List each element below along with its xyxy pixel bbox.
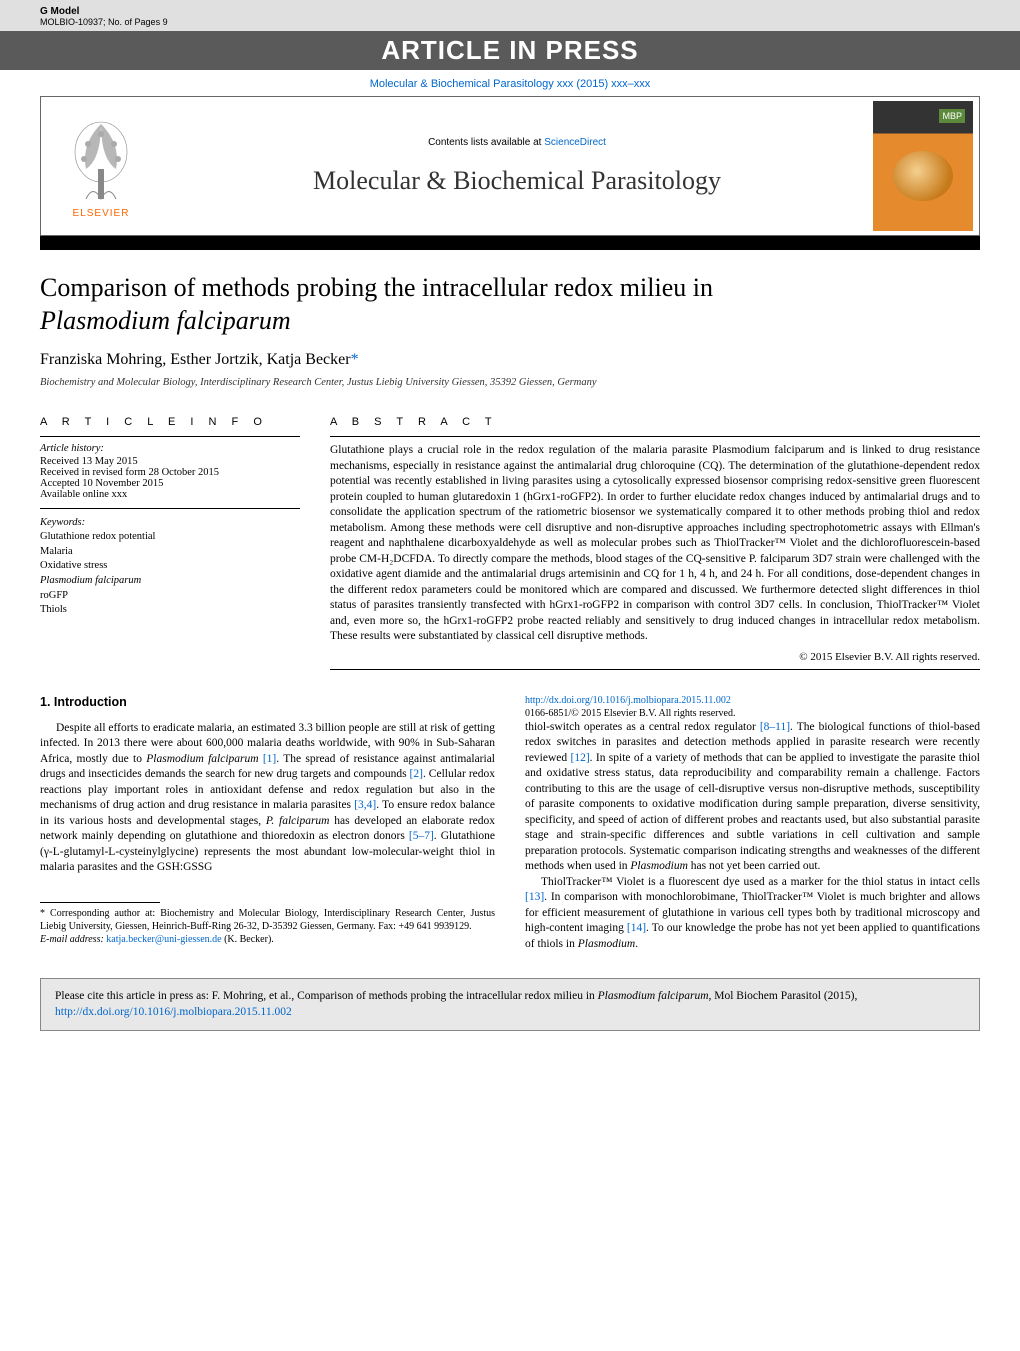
- affiliation: Biochemistry and Molecular Biology, Inte…: [40, 377, 980, 388]
- ref-link[interactable]: [5–7]: [409, 830, 434, 842]
- citebox-text-a: Please cite this article in press as: F.…: [55, 990, 598, 1002]
- intro-para-3: ThiolTracker™ Violet is a fluorescent dy…: [525, 875, 980, 953]
- abstract-text: Glutathione plays a crucial role in the …: [330, 436, 980, 645]
- keyword: Malaria: [40, 545, 300, 560]
- ref-link[interactable]: [1]: [263, 753, 276, 765]
- authors-list: Franziska Mohring, Esther Jortzik, Katja…: [40, 351, 351, 368]
- keyword: Thiols: [40, 603, 300, 618]
- citebox-doi-link[interactable]: http://dx.doi.org/10.1016/j.molbiopara.2…: [55, 1006, 292, 1018]
- body-columns: 1. Introduction Despite all efforts to e…: [40, 694, 980, 954]
- article-title: Comparison of methods probing the intrac…: [40, 272, 980, 337]
- received-date: Received 13 May 2015: [40, 456, 300, 467]
- header-black-bar: [40, 236, 980, 250]
- journal-name: Molecular & Biochemical Parasitology: [161, 166, 873, 196]
- authors: Franziska Mohring, Esther Jortzik, Katja…: [40, 351, 980, 369]
- issn-line: 0166-6851/© 2015 Elsevier B.V. All right…: [525, 708, 735, 719]
- ref-link[interactable]: [3,4]: [354, 799, 376, 811]
- abstract: a b s t r a c t Glutathione plays a cruc…: [330, 406, 980, 670]
- history-label: Article history:: [40, 443, 300, 454]
- email-line: E-mail address: katja.becker@uni-giessen…: [40, 933, 495, 946]
- sciencedirect-link[interactable]: ScienceDirect: [544, 137, 606, 148]
- online-date: Available online xxx: [40, 489, 300, 500]
- info-abstract-row: a r t i c l e i n f o Article history: R…: [40, 406, 980, 670]
- ref-link[interactable]: [2]: [410, 768, 423, 780]
- corresponding-mark: *: [351, 351, 359, 368]
- journal-header: ELSEVIER Contents lists available at Sci…: [40, 96, 980, 236]
- citebox-text-b: , Mol Biochem Parasitol (2015),: [709, 990, 858, 1002]
- citebox-taxon: Plasmodium falciparum: [598, 990, 709, 1002]
- title-part-b: Plasmodium falciparum: [40, 306, 291, 335]
- journal-header-center: Contents lists available at ScienceDirec…: [161, 137, 873, 196]
- footnote-block: * Corresponding author at: Biochemistry …: [40, 902, 495, 946]
- journal-cover-badge: MBP: [939, 109, 965, 123]
- citation-line: Molecular & Biochemical Parasitology xxx…: [0, 70, 1020, 96]
- gmodel-bar: G Model MOLBIO-10937; No. of Pages 9: [0, 0, 1020, 31]
- cite-box: Please cite this article in press as: F.…: [40, 978, 980, 1031]
- journal-cover-image: [893, 151, 953, 201]
- elsevier-tree-icon: [66, 114, 136, 204]
- keyword: Plasmodium falciparum: [40, 574, 300, 589]
- contents-lists-text: Contents lists available at: [428, 137, 544, 148]
- ref-link[interactable]: [12]: [570, 752, 589, 764]
- elsevier-text: ELSEVIER: [73, 208, 130, 219]
- article-info-heading: a r t i c l e i n f o: [40, 406, 300, 436]
- citation-text[interactable]: Molecular & Biochemical Parasitology xxx…: [370, 78, 651, 90]
- article-in-press-bar: ARTICLE IN PRESS: [0, 31, 1020, 70]
- contents-lists-line: Contents lists available at ScienceDirec…: [161, 137, 873, 148]
- journal-cover-thumb: MBP: [873, 101, 973, 231]
- doi-block: http://dx.doi.org/10.1016/j.molbiopara.2…: [525, 694, 980, 720]
- gmodel-code: MOLBIO-10937; No. of Pages 9: [40, 17, 980, 27]
- keyword: Glutathione redox potential: [40, 530, 300, 545]
- gmodel-label: G Model: [40, 6, 980, 17]
- corresponding-footnote: * Corresponding author at: Biochemistry …: [40, 907, 495, 933]
- abstract-heading: a b s t r a c t: [330, 406, 980, 436]
- article-info: a r t i c l e i n f o Article history: R…: [40, 406, 300, 670]
- keywords-label: Keywords:: [40, 517, 300, 528]
- ref-link[interactable]: [8–11]: [760, 721, 790, 733]
- intro-para-1: Despite all efforts to eradicate malaria…: [40, 721, 495, 876]
- doi-link[interactable]: http://dx.doi.org/10.1016/j.molbiopara.2…: [525, 695, 731, 706]
- accepted-date: Accepted 10 November 2015: [40, 478, 300, 489]
- article-content: Comparison of methods probing the intrac…: [0, 272, 1020, 954]
- ref-link[interactable]: [14]: [627, 922, 646, 934]
- section-heading-intro: 1. Introduction: [40, 694, 495, 711]
- revised-date: Received in revised form 28 October 2015: [40, 467, 300, 478]
- keyword: roGFP: [40, 589, 300, 604]
- ref-link[interactable]: [13]: [525, 891, 544, 903]
- intro-para-2: thiol-switch operates as a central redox…: [525, 720, 980, 875]
- keyword: Oxidative stress: [40, 559, 300, 574]
- title-part-a: Comparison of methods probing the intrac…: [40, 273, 713, 302]
- email-link[interactable]: katja.becker@uni-giessen.de: [106, 934, 221, 945]
- elsevier-logo: ELSEVIER: [41, 96, 161, 236]
- abstract-copyright: © 2015 Elsevier B.V. All rights reserved…: [330, 651, 980, 670]
